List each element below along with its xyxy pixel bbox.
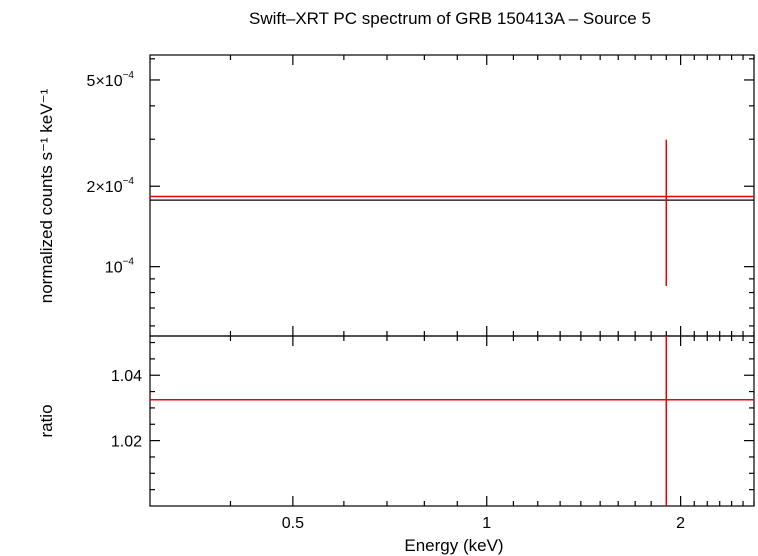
bottom-x-ticks: 0.5 1 2: [229, 336, 755, 532]
x-tick-label: 2: [676, 515, 685, 532]
top-y-axis-label: normalized counts s⁻¹ keV⁻¹: [37, 88, 56, 303]
top-y-ticks: 5×10−4 2×10−4 10−4: [87, 58, 754, 327]
top-panel: 5×10−4 2×10−4 10−4: [87, 54, 755, 337]
x-axis-label: Energy (keV): [404, 536, 503, 555]
bottom-panel-frame: [149, 335, 755, 507]
bottom-y-ticks: 1.04 1.02: [111, 341, 754, 491]
top-panel-frame: [149, 54, 755, 337]
bottom-panel: 1.04 1.02 0.5 1 2: [111, 335, 755, 532]
y-tick-label: 10−4: [105, 257, 135, 277]
y-tick-label: 1.04: [111, 368, 142, 385]
y-tick-label: 1.02: [111, 434, 142, 451]
chart-title: Swift–XRT PC spectrum of GRB 150413A – S…: [249, 9, 651, 28]
bottom-data-layer: [150, 336, 754, 506]
top-data-layer: [150, 139, 754, 287]
top-x-ticks: [229, 55, 755, 336]
y-tick-label: 2×10−4: [87, 176, 135, 196]
x-tick-label: 1: [482, 515, 491, 532]
x-tick-label: 0.5: [282, 515, 304, 532]
y-tick-label: 5×10−4: [87, 70, 135, 90]
bottom-y-axis-label: ratio: [37, 404, 56, 437]
